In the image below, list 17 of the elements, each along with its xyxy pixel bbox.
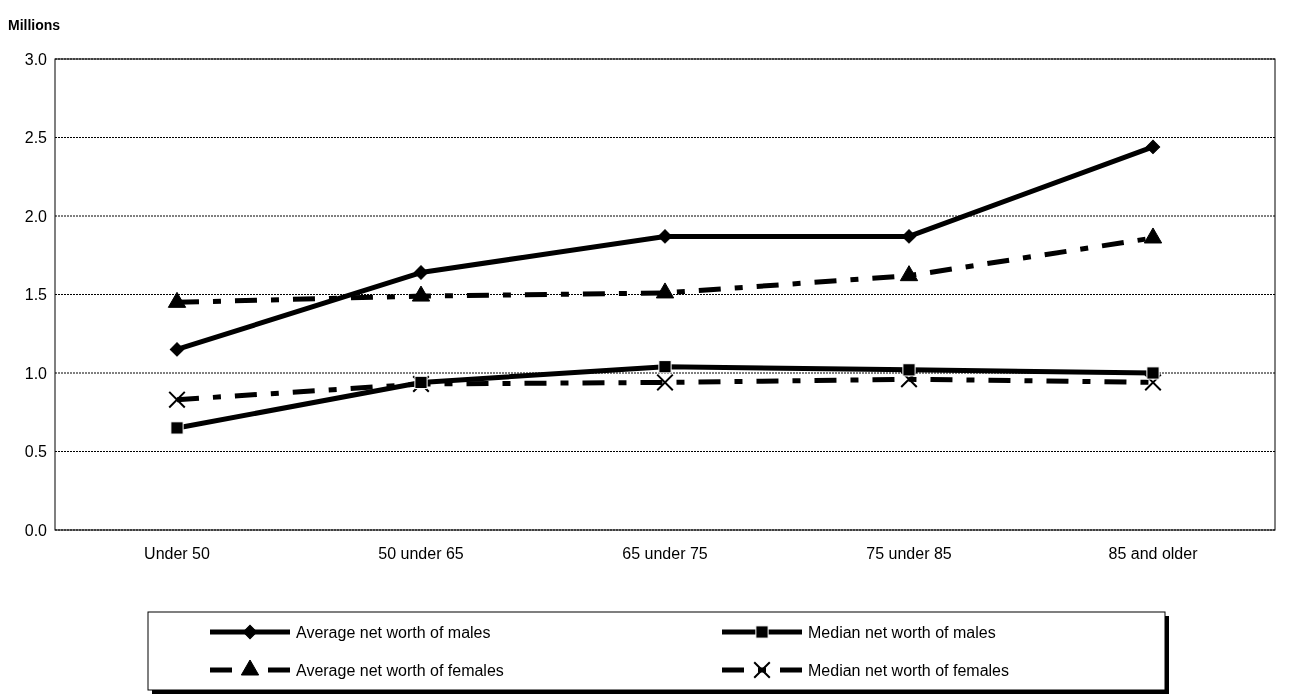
y-tick-label: 2.0 (24, 207, 48, 225)
y-tick-label: 3.0 (24, 50, 48, 68)
legend-label: Median net worth of females (808, 662, 1009, 679)
legend-label: Average net worth of females (296, 662, 504, 679)
x-tick-label: Under 50 (144, 545, 211, 563)
legend-label: Median net worth of males (808, 624, 996, 641)
x-tick-label: 65 under 75 (622, 545, 708, 563)
y-tick-label: 0.0 (24, 521, 48, 539)
y-tick-label: 0.5 (24, 443, 48, 461)
x-tick-label: 50 under 65 (378, 545, 464, 563)
legend-label: Average net worth of males (296, 624, 491, 641)
x-tick-label: 85 and older (1108, 545, 1199, 563)
y-tick-label: 2.5 (24, 129, 48, 147)
y-tick-label: 1.0 (24, 364, 48, 382)
y-axis-title: Millions (8, 17, 61, 33)
y-tick-label: 1.5 (24, 286, 48, 304)
x-tick-label: 75 under 85 (866, 545, 952, 563)
